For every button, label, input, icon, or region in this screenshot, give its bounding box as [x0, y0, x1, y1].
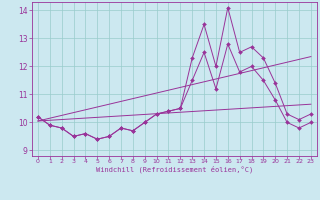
X-axis label: Windchill (Refroidissement éolien,°C): Windchill (Refroidissement éolien,°C) [96, 166, 253, 173]
